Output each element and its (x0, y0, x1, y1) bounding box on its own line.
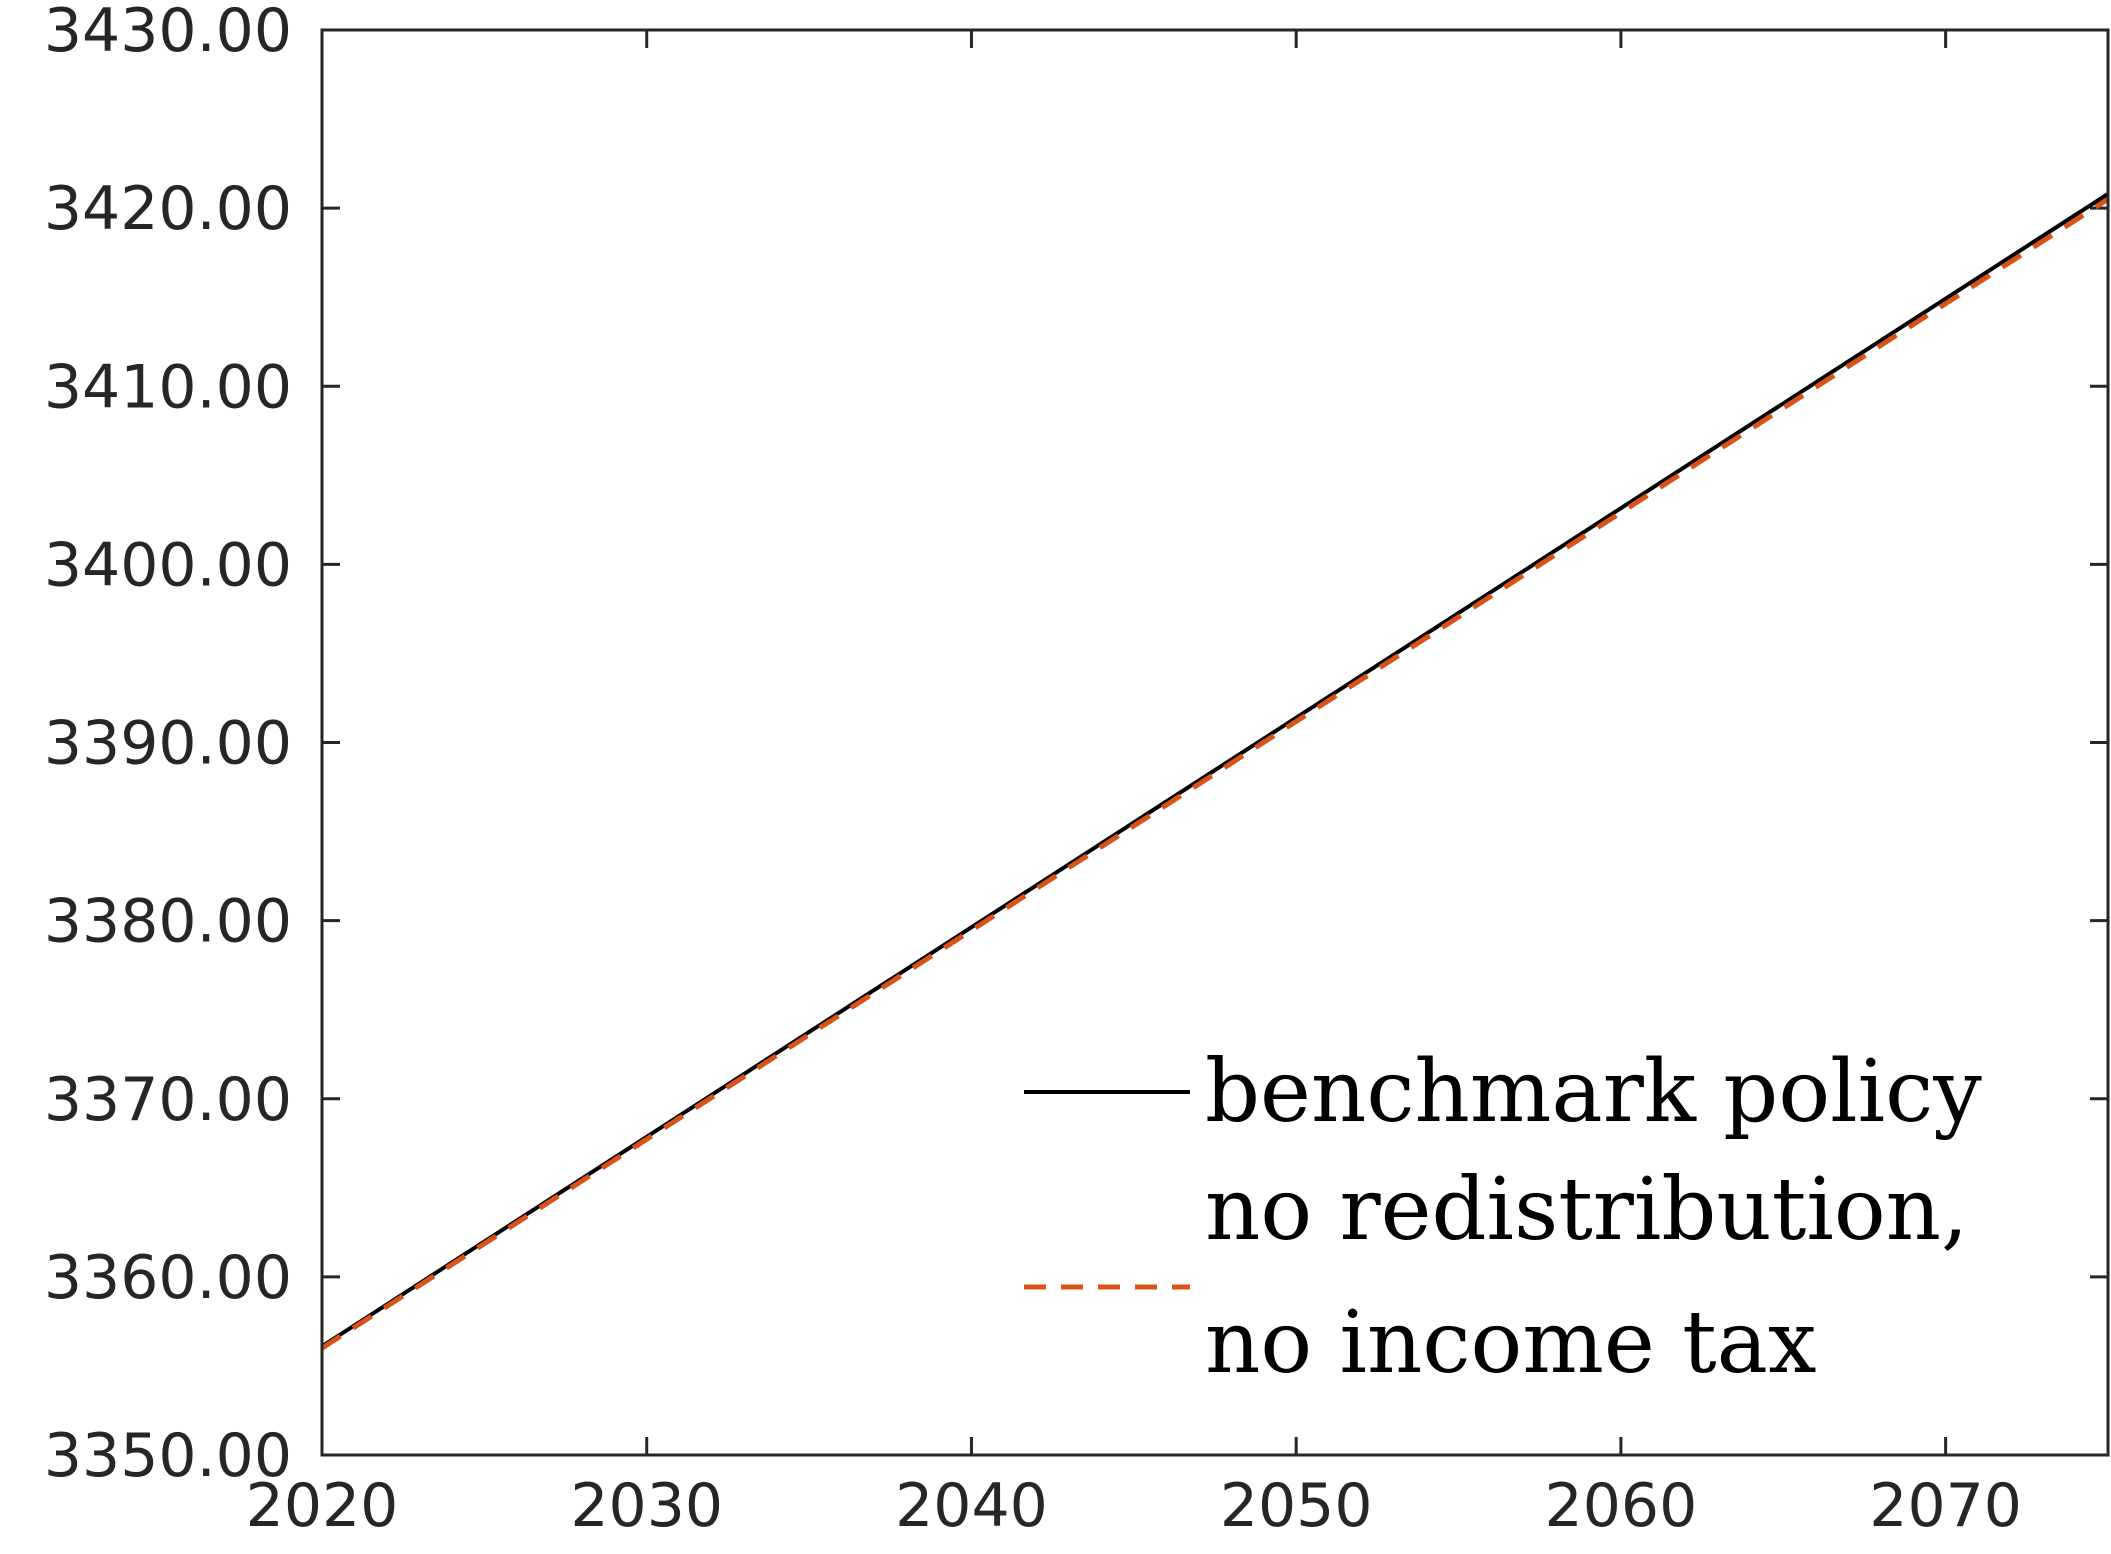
x-tick-label: 2030 (570, 1471, 723, 1541)
legend: benchmark policy no redistribution, no i… (1024, 1042, 1982, 1393)
series-line-no-redistribution-no-income-tax (320, 197, 2110, 1351)
x-tick-label: 2060 (1545, 1471, 1698, 1541)
y-tick-label: 3350.00 (44, 1421, 292, 1491)
y-tick-label: 3360.00 (44, 1243, 292, 1313)
legend-label-no-redistribution-line2: no income tax (1205, 1293, 1816, 1393)
y-tick-label: 3420.00 (44, 174, 292, 244)
x-tick-label: 2050 (1220, 1471, 1373, 1541)
y-tick-label: 3390.00 (44, 709, 292, 779)
series-line-benchmark-policy (320, 192, 2110, 1348)
x-tick-label: 2020 (246, 1471, 399, 1541)
y-tick-label: 3380.00 (44, 887, 292, 957)
legend-label-no-redistribution-line1: no redistribution, (1205, 1160, 1968, 1260)
x-tick-label: 2070 (1869, 1471, 2022, 1541)
y-axis-ticks: 3350.00 3360.00 3370.00 3380.00 3390.00 3400.… (44, 0, 2108, 1491)
legend-label-benchmark-policy: benchmark policy (1205, 1042, 1982, 1142)
y-tick-label: 3400.00 (44, 530, 292, 600)
x-tick-label: 2040 (895, 1471, 1048, 1541)
series-layer (320, 192, 2110, 1351)
y-tick-label: 3370.00 (44, 1065, 292, 1135)
y-tick-label: 3430.00 (44, 0, 292, 66)
y-tick-label: 3410.00 (44, 352, 292, 422)
plot-frame (320, 28, 2110, 1457)
